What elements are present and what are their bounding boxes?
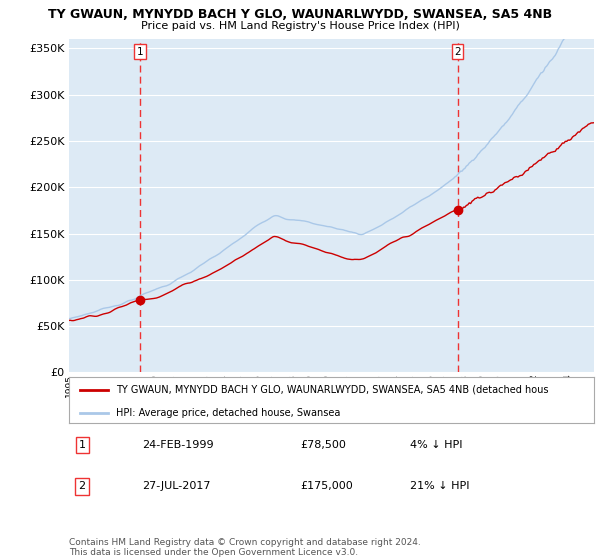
Text: Contains HM Land Registry data © Crown copyright and database right 2024.
This d: Contains HM Land Registry data © Crown c… (69, 538, 421, 557)
Text: Price paid vs. HM Land Registry's House Price Index (HPI): Price paid vs. HM Land Registry's House … (140, 21, 460, 31)
Text: HPI: Average price, detached house, Swansea: HPI: Average price, detached house, Swan… (116, 408, 341, 418)
Text: £78,500: £78,500 (300, 440, 346, 450)
Text: TY GWAUN, MYNYDD BACH Y GLO, WAUNARLWYDD, SWANSEA, SA5 4NB (detached hous: TY GWAUN, MYNYDD BACH Y GLO, WAUNARLWYDD… (116, 385, 549, 395)
Text: 2: 2 (454, 46, 461, 57)
Text: 2: 2 (79, 482, 86, 491)
Text: 21% ↓ HPI: 21% ↓ HPI (410, 482, 470, 491)
Text: TY GWAUN, MYNYDD BACH Y GLO, WAUNARLWYDD, SWANSEA, SA5 4NB: TY GWAUN, MYNYDD BACH Y GLO, WAUNARLWYDD… (48, 8, 552, 21)
Text: 27-JUL-2017: 27-JUL-2017 (143, 482, 211, 491)
Text: 24-FEB-1999: 24-FEB-1999 (143, 440, 214, 450)
Text: 4% ↓ HPI: 4% ↓ HPI (410, 440, 463, 450)
Text: 1: 1 (137, 46, 143, 57)
Text: £175,000: £175,000 (300, 482, 353, 491)
Text: 1: 1 (79, 440, 86, 450)
